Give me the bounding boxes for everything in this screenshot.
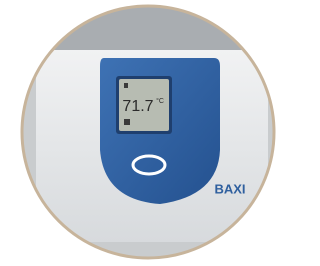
lcd-unit: °C xyxy=(156,97,164,105)
brand-logo: BAXI xyxy=(214,181,245,196)
lcd-reading: 71.7 xyxy=(122,98,153,115)
photo: 71.7 °C BAXI xyxy=(0,0,292,266)
page: 71.7 °C BAXI (() => { const data = JSON.… xyxy=(0,0,320,266)
scene: 71.7 °C BAXI xyxy=(0,0,292,266)
top-strip xyxy=(0,0,292,52)
lcd-icon xyxy=(124,119,130,125)
lcd-icon xyxy=(124,83,128,88)
